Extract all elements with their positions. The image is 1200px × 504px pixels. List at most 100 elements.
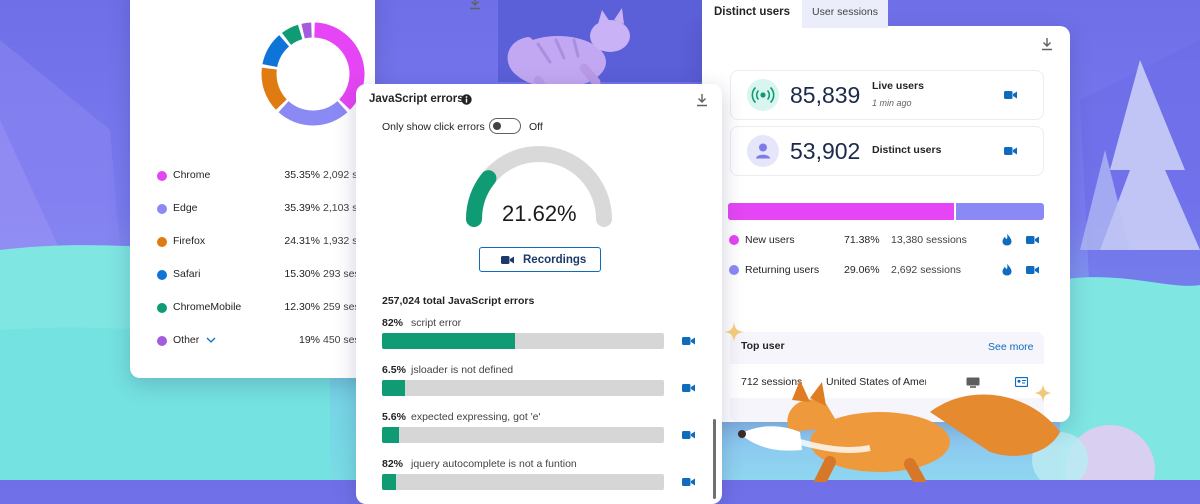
top-user-row[interactable]: 712 sessions United States of Ameri xyxy=(730,364,1044,398)
toggle-state: Off xyxy=(529,121,543,133)
gauge-fill xyxy=(466,170,497,227)
error-bar-fill xyxy=(382,427,399,443)
error-message: script error xyxy=(411,317,462,329)
series-color-dot xyxy=(157,237,167,247)
user-split-bar xyxy=(728,203,1044,220)
series-color-dot xyxy=(157,303,167,313)
browser-donut-chart xyxy=(261,22,365,126)
top-user-sessions: 712 sessions xyxy=(741,376,803,388)
error-bar-fill xyxy=(382,474,397,490)
live-users-label: Live users xyxy=(872,80,924,92)
new-users-segment xyxy=(728,203,956,220)
browser-name: ChromeMobile xyxy=(173,301,242,313)
user-row-percent: 71.38% xyxy=(844,234,880,246)
browser-name: Safari xyxy=(173,268,201,280)
video-camera-icon[interactable] xyxy=(1026,265,1039,275)
browser-percent: 15.30% xyxy=(284,268,320,280)
live-users-time: 1 min ago xyxy=(872,98,912,108)
distinct-users-label: Distinct users xyxy=(872,144,942,156)
donut-slice[interactable] xyxy=(262,35,290,68)
donut-slice[interactable] xyxy=(301,22,312,39)
js-errors-title: JavaScript errors xyxy=(369,93,464,105)
donut-slice[interactable] xyxy=(261,67,288,110)
browser-legend-row: Safari 15.30% 293 ses xyxy=(130,265,375,285)
browser-sessions: 293 ses xyxy=(323,268,360,280)
video-camera-icon[interactable] xyxy=(682,477,695,487)
error-bar-fill xyxy=(382,333,515,349)
download-icon[interactable] xyxy=(468,0,482,10)
top-user-title: Top user xyxy=(741,340,785,352)
javascript-errors-card: JavaScript errors Only show click errors… xyxy=(356,84,722,504)
tab-user-sessions[interactable]: User sessions xyxy=(802,0,888,28)
browser-percent: 24.31% xyxy=(284,235,320,247)
browser-percent: 35.39% xyxy=(284,202,320,214)
top-user-country: United States of Ameri xyxy=(826,376,926,388)
cat-illustration xyxy=(507,8,630,111)
error-bar-fill xyxy=(382,380,405,396)
donut-slice[interactable] xyxy=(282,24,303,46)
illustration-panel xyxy=(498,0,703,111)
browser-percent: 19% xyxy=(298,334,320,346)
error-bar xyxy=(382,333,664,349)
download-icon[interactable] xyxy=(695,93,709,107)
browser-sessions: 2,092 se xyxy=(323,169,364,181)
info-icon[interactable] xyxy=(461,94,472,105)
donut-slice[interactable] xyxy=(278,100,348,126)
video-camera-icon[interactable] xyxy=(1004,146,1017,156)
id-card-icon[interactable] xyxy=(1015,377,1028,387)
fox-illustration xyxy=(738,380,1060,482)
sparkle-icon xyxy=(724,322,744,342)
recordings-label: Recordings xyxy=(523,254,587,266)
error-bar xyxy=(382,474,664,490)
browser-percent: 12.30% xyxy=(284,301,320,313)
browser-breakdown-card: Chrome 35.35% 2,092 se Edge 35.39% 2,103 se Fi… xyxy=(130,0,480,378)
browser-name: Other xyxy=(173,334,200,346)
browser-sessions: 259 ses xyxy=(323,301,360,313)
browser-sessions: 450 sess xyxy=(323,334,366,346)
live-users-value: 85,839 xyxy=(790,82,861,108)
series-color-dot xyxy=(157,270,167,280)
person-icon xyxy=(747,135,779,167)
video-camera-icon xyxy=(501,256,514,264)
browser-legend-row: Edge 35.39% 2,103 se xyxy=(130,199,375,219)
series-color-dot xyxy=(729,235,739,245)
browser-legend-row: Other 19% 450 sess xyxy=(130,331,375,351)
see-more-link[interactable]: See more xyxy=(988,341,1034,353)
browser-legend-row: ChromeMobile 12.30% 259 ses xyxy=(130,298,375,318)
download-icon[interactable] xyxy=(1040,37,1054,51)
video-camera-icon[interactable] xyxy=(682,430,695,440)
error-message: jquery autocomplete is not a funtion xyxy=(411,458,577,470)
heatmap-flame-icon[interactable] xyxy=(1002,233,1012,246)
video-camera-icon[interactable] xyxy=(1004,90,1017,100)
click-errors-toggle-label: Only show click errors xyxy=(382,121,485,133)
browser-sessions: 2,103 se xyxy=(323,202,364,214)
browser-legend-row: Firefox 24.31% 1,932 se xyxy=(130,232,375,252)
browser-name: Chrome xyxy=(173,169,211,181)
distinct-users-stat: 53,902 Distinct users xyxy=(730,126,1044,176)
click-errors-toggle[interactable] xyxy=(489,118,521,134)
video-camera-icon[interactable] xyxy=(682,383,695,393)
series-color-dot xyxy=(157,204,167,214)
error-bar xyxy=(382,427,664,443)
video-camera-icon[interactable] xyxy=(682,336,695,346)
browser-name: Edge xyxy=(173,202,198,214)
video-camera-icon[interactable] xyxy=(1026,235,1039,245)
error-message: expected expressing, got 'e' xyxy=(411,411,541,423)
error-rate-gauge xyxy=(466,146,612,227)
users-card: 85,839 Live users 1 min ago 53,902 Disti… xyxy=(702,26,1070,422)
recordings-button[interactable]: Recordings xyxy=(479,247,601,272)
total-errors-label: 257,024 total JavaScript errors xyxy=(382,295,535,307)
tab-distinct-users[interactable]: Distinct users xyxy=(702,0,802,28)
error-percent: 5.6% xyxy=(382,411,406,423)
user-row-label: Returning users xyxy=(745,264,820,276)
live-users-stat: 85,839 Live users 1 min ago xyxy=(730,70,1044,120)
device-icon xyxy=(966,377,980,388)
series-color-dot xyxy=(157,336,167,346)
chevron-down-icon[interactable] xyxy=(206,337,216,344)
toggle-knob xyxy=(493,121,501,130)
error-bar xyxy=(382,380,664,396)
donut-slice[interactable] xyxy=(313,22,365,110)
heatmap-flame-icon[interactable] xyxy=(1002,263,1012,276)
error-percent: 82% xyxy=(382,317,404,329)
scrollbar[interactable] xyxy=(713,419,716,499)
